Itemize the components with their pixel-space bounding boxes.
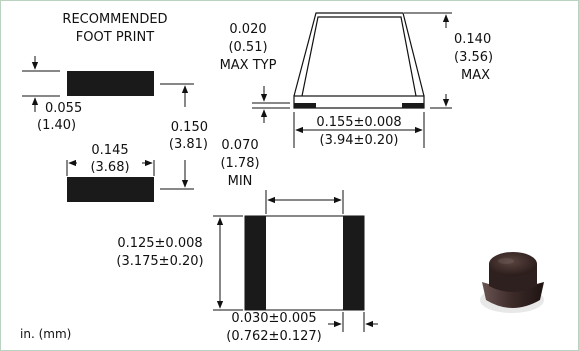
footprint-pad-bottom — [67, 177, 154, 202]
footprint-overall-dimension — [160, 83, 194, 190]
top-terminal-right — [343, 216, 364, 310]
footprint-overall-inches: 0.150 — [170, 120, 208, 135]
pad-width-inches: 0.145 — [91, 143, 129, 158]
width-dimension — [213, 215, 243, 311]
pad-width-dimension — [66, 159, 155, 176]
lead-thickness-dimension — [252, 86, 290, 123]
lead-thickness-note: MAX TYP — [219, 58, 277, 73]
pad-gap-inches: 0.055 — [45, 101, 83, 116]
height-note: MAX — [461, 68, 491, 83]
terminal-width-inches: 0.030±0.005 — [231, 311, 317, 326]
terminal-width-dimension — [328, 312, 378, 332]
footprint-pad-top — [67, 71, 154, 96]
footprint-title-line2: FOOT PRINT — [75, 30, 155, 45]
top-terminal-left — [245, 216, 266, 310]
length-mm: (3.94±0.20) — [319, 133, 399, 148]
pad-gap-mm: (1.40) — [37, 118, 77, 133]
pad-gap-dimension — [22, 56, 60, 112]
lead-thickness-inches: 0.020 — [229, 22, 267, 37]
height-inches: 0.140 — [454, 32, 492, 47]
height-dimension — [404, 12, 452, 109]
length-inches: 0.155±0.008 — [316, 115, 402, 130]
terminal-spacing-mm: (1.78) — [220, 156, 260, 171]
terminal-spacing-note: MIN — [227, 174, 253, 189]
units-note: in. (mm) — [20, 327, 72, 341]
component-photo — [480, 252, 544, 313]
width-mm: (3.175±0.20) — [116, 254, 204, 269]
footprint-overall-mm: (3.81) — [168, 137, 208, 152]
width-inches: 0.125±0.008 — [117, 236, 203, 251]
length-dimension — [293, 112, 425, 148]
lead-thickness-mm: (0.51) — [228, 40, 268, 55]
side-lead-left — [294, 103, 316, 108]
pad-width-mm: (3.68) — [90, 160, 130, 175]
side-lead-right — [402, 103, 424, 108]
terminal-spacing-dimension — [265, 190, 344, 214]
side-view-body — [293, 12, 425, 109]
height-mm: (3.56) — [454, 50, 494, 65]
terminal-spacing-inches: 0.070 — [221, 138, 259, 153]
terminal-width-mm: (0.762±0.127) — [226, 329, 322, 344]
footprint-title-line1: RECOMMENDED — [62, 12, 168, 27]
